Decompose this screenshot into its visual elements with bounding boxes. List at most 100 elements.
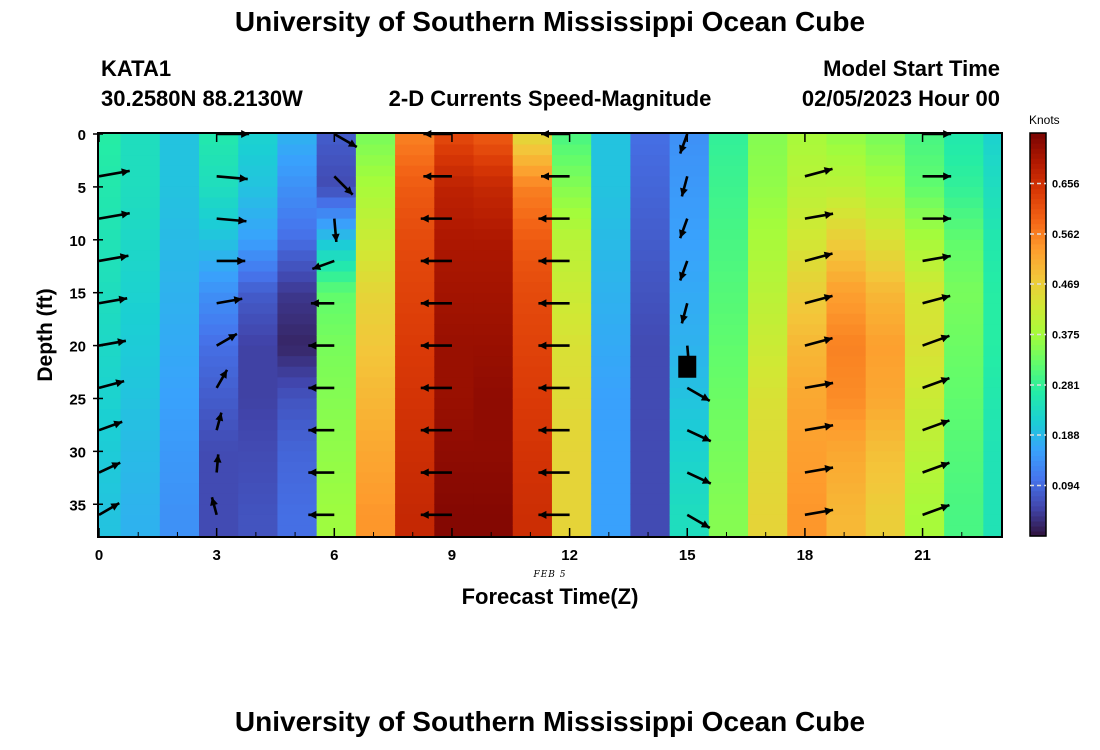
heatmap-cell [983,472,1002,484]
heatmap-cell [99,514,122,527]
heatmap-cell [316,356,357,368]
heatmap-cell [316,260,357,273]
heatmap-cell [787,366,828,378]
heatmap-cell [199,165,239,177]
heatmap-cell [826,282,867,294]
heatmap-cell [551,229,592,241]
heatmap-cell [395,335,435,347]
heatmap-cell [591,292,631,304]
heatmap-cell [904,419,945,431]
heatmap-cell [904,186,945,199]
heatmap-cell [159,292,200,304]
heatmap-cell [669,313,710,326]
heatmap-cell [395,430,435,442]
colorbar-segment [1030,430,1046,436]
heatmap-cell [787,303,828,315]
heatmap-cell [591,377,631,389]
heatmap-cell [669,260,710,273]
colorbar-segment [1030,405,1046,411]
current-arrow [331,218,340,243]
heatmap-cell [865,229,906,241]
heatmap-cell [591,239,631,251]
heatmap-cell [277,229,318,241]
heatmap-cell [983,218,1002,230]
x-tick-label: 18 [797,547,814,564]
heatmap-cell [983,239,1002,251]
heatmap-cell [512,165,553,177]
heatmap-cell [551,514,592,527]
heatmap-cell [473,419,514,431]
date-label: FEB 5 [533,570,567,580]
y-tick-label: 35 [69,497,86,514]
heatmap-cell [395,208,435,220]
current-arrow [98,379,125,390]
current-arrow [210,496,218,516]
colorbar-segment [1030,520,1046,527]
heatmap-cell [591,260,631,273]
current-arrow [541,172,570,181]
heatmap-cell [944,239,984,251]
heatmap-cell [904,504,945,516]
heatmap-cell [630,292,671,304]
heatmap-cell [551,186,592,199]
heatmap-cell [395,356,435,368]
heatmap-cell [865,292,906,304]
heatmap-cell [159,260,200,273]
colorbar-segment [1030,248,1046,255]
heatmap-cell [630,313,671,326]
heatmap-cell [120,313,161,326]
heatmap-cell [120,461,161,474]
heatmap-cell [865,303,906,315]
heatmap-cell [355,366,396,378]
heatmap-cell [983,398,1002,410]
heatmap-cell [355,239,396,251]
heatmap-cell [512,303,553,315]
heatmap-cell [238,451,279,463]
heatmap-cell [512,356,553,368]
heatmap-cell [787,144,828,156]
heatmap-cell [787,345,828,357]
heatmap-cell [826,472,867,484]
heatmap-cell [630,483,671,495]
heatmap-cell [865,208,906,220]
heatmap-cell [630,451,671,463]
heatmap-cell [787,472,828,484]
heatmap-cell [99,218,122,230]
heatmap-cell [159,176,200,188]
heatmap-cell [512,197,553,209]
heatmap-cell [99,440,122,452]
colorbar-segment [1030,319,1046,326]
heatmap-cell [434,176,475,188]
heatmap-cell [159,271,200,283]
y-axis: 0 5 10 15 20 25 30 35 [69,127,103,514]
heatmap-cell [473,144,514,156]
heatmap-cell [395,324,435,336]
heatmap-cell [120,186,161,199]
current-arrow [538,299,570,308]
heatmap-cell [99,430,122,442]
colorbar-segment [1030,410,1046,416]
heatmap-cell [826,260,867,273]
heatmap-cell [395,218,435,230]
heatmap-cell [277,271,318,283]
heatmap-cell [159,409,200,421]
heatmap-cell [904,409,945,421]
heatmap-cell [865,250,906,262]
heatmap-cell [395,398,435,410]
heatmap-cell [120,250,161,262]
heatmap-cell [551,260,592,273]
heatmap-cell [395,292,435,304]
heatmap-cell [630,430,671,442]
heatmap-cell [983,165,1002,177]
heatmap-cell [395,483,435,495]
heatmap-cell [316,366,357,378]
heatmap-cell [238,504,279,516]
heatmap-cell [355,514,396,527]
heatmap-cell [983,144,1002,156]
heatmap-cell [551,461,592,474]
heatmap-cell [904,144,945,156]
heatmap-cell [826,377,867,389]
heatmap-cell [512,493,553,505]
heatmap-cell [199,493,239,505]
heatmap-cell [591,504,631,516]
